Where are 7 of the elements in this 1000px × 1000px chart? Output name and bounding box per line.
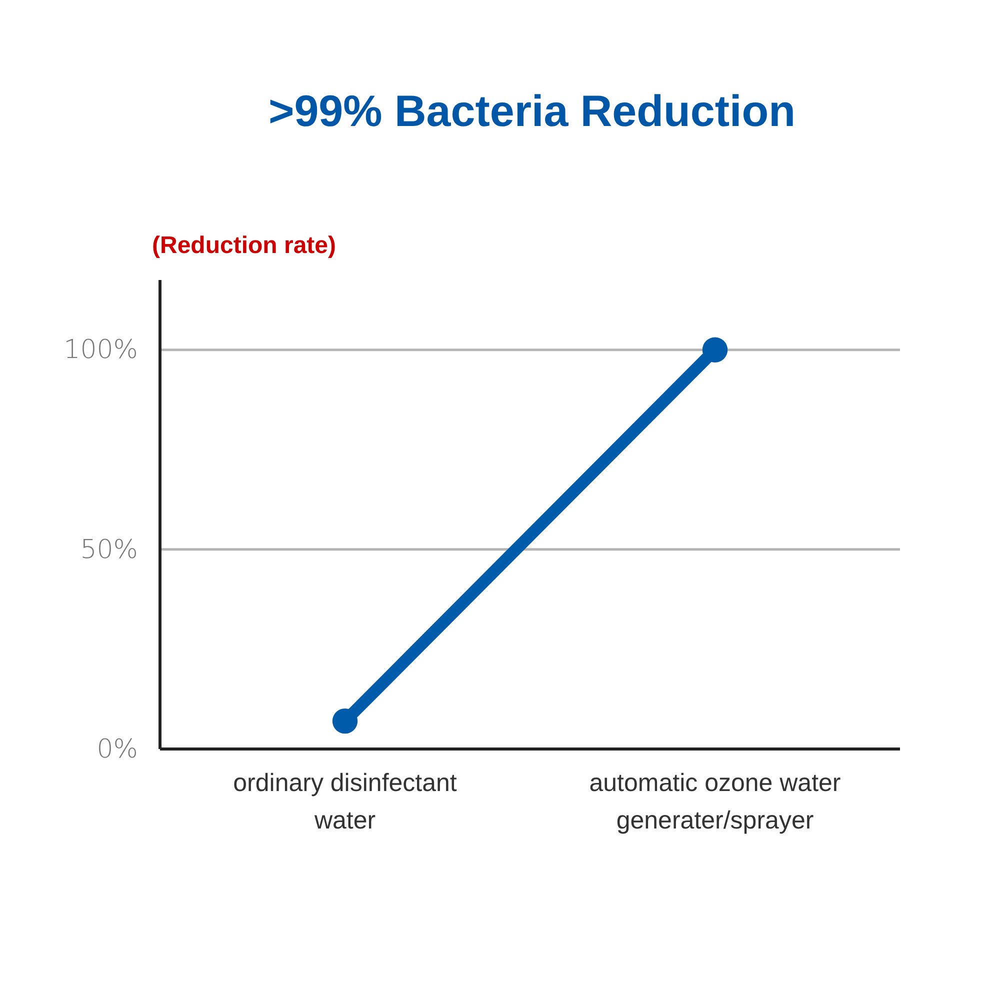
chart-title: >99% Bacteria Reduction [268,87,796,136]
y-tick-label: 50% [80,534,138,565]
x-tick-label: ordinary disinfectant water [233,768,457,834]
y-tick-label: 100% [64,335,138,366]
y-axis-title: (Reduction rate) [152,232,336,259]
y-tick-label: 0% [96,734,138,764]
x-tick-label: automatic ozone water generater/sprayer [589,768,841,834]
